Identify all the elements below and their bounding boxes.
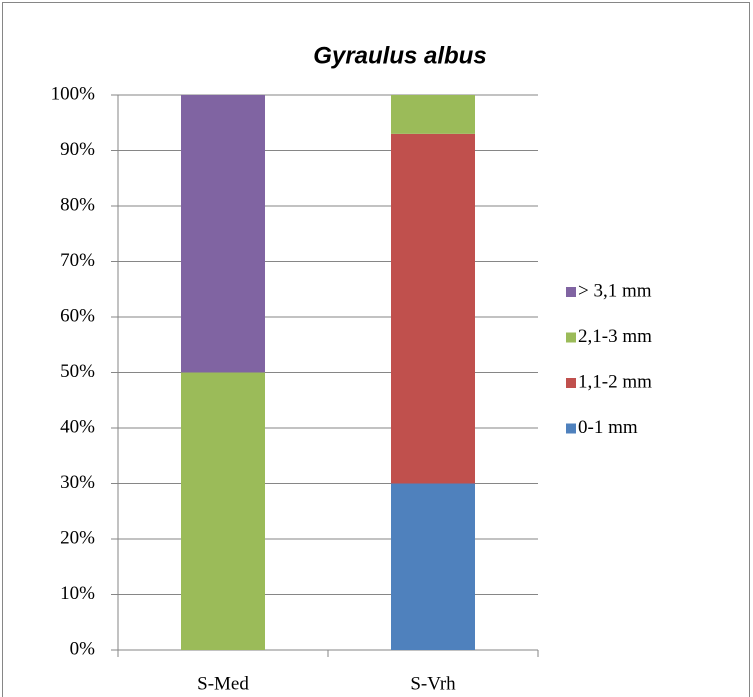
y-tick-label: 90% [60,139,95,160]
bar-segment [181,372,265,650]
legend-swatch [566,287,576,297]
x-tick-label: S-Med [197,673,249,694]
y-tick-label: 50% [60,361,95,382]
bar-segment [391,95,475,134]
legend-swatch [566,423,576,434]
y-tick-label: 0% [70,638,96,659]
y-tick-label: 20% [60,527,95,548]
chart-title: Gyraulus albus [313,42,486,69]
bar-segment [181,95,265,373]
y-tick-label: 10% [60,583,95,604]
bar-segment [391,133,475,484]
legend-label: 0-1 mm [578,417,638,438]
y-tick-label: 70% [60,250,95,271]
legend-label: 1,1-2 mm [578,371,652,392]
y-tick-label: 60% [60,305,95,326]
bar-segment [391,483,475,650]
legend-label: > 3,1 mm [578,280,652,301]
y-tick-label: 40% [60,416,95,437]
y-tick-label: 80% [60,194,95,215]
legend-swatch [566,378,576,388]
y-tick-label: 100% [51,83,96,104]
y-tick-label: 30% [60,472,95,493]
legend-label: 2,1-3 mm [578,326,652,347]
x-tick-label: S-Vrh [410,673,456,694]
legend-swatch [566,332,576,343]
